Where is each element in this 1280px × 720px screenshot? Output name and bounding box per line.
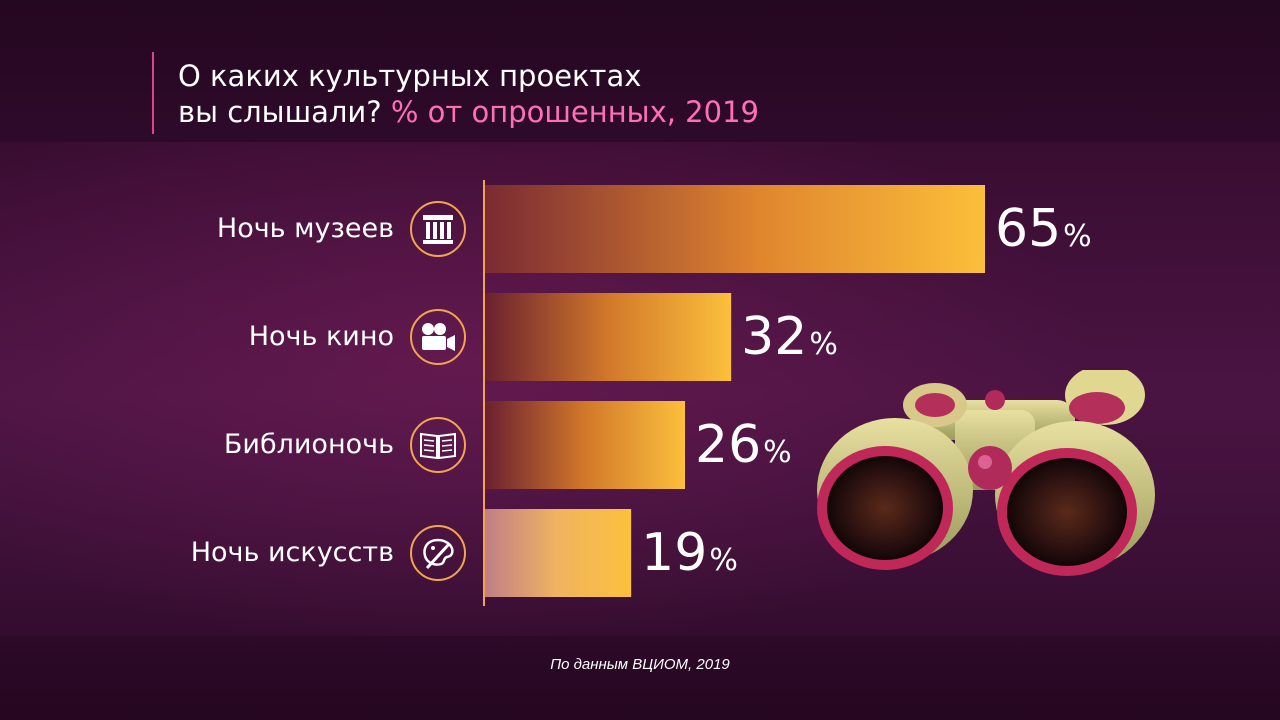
bar-2 [485,293,732,381]
value-number: 32 [741,307,808,367]
value-label: 32% [741,307,838,367]
value-label: 65% [995,199,1092,259]
category-label: Ночь кино [248,321,394,352]
chart-axis-line [483,180,485,606]
film-camera-icon [410,309,466,365]
header-band [0,0,1280,142]
title-line-1: О каких культурных проектах [178,59,642,93]
category-label: Ночь искусств [190,537,394,568]
title-line-2-main: вы слышали? [178,95,382,129]
category-label: Ночь музеев [216,213,394,244]
chart-title: О каких культурных проектах вы слышали? … [178,58,878,130]
category-label: Библионочь [223,429,394,460]
bar-3 [485,401,685,489]
value-number: 19 [641,523,708,583]
art-palette-icon [410,525,466,581]
binoculars-illustration [817,370,1155,576]
bar-1 [485,185,985,273]
title-accent-bar [152,52,154,134]
bar-4 [485,509,632,597]
value-percent-sign: % [709,543,738,578]
title-line-2: вы слышали? % от опрошенных, 2019 [178,94,878,130]
value-label: 19% [641,523,738,583]
open-book-icon [410,417,466,473]
value-number: 65 [995,199,1062,259]
footer-band [0,636,1280,720]
value-percent-sign: % [763,435,792,470]
value-percent-sign: % [809,327,838,362]
title-line-2-highlight: % от опрошенных, 2019 [390,95,759,129]
value-label: 26% [695,415,792,475]
museum-column-icon [410,201,466,257]
value-number: 26 [695,415,762,475]
source-note: По данным ВЦИОМ, 2019 [550,656,730,673]
value-percent-sign: % [1063,219,1092,254]
